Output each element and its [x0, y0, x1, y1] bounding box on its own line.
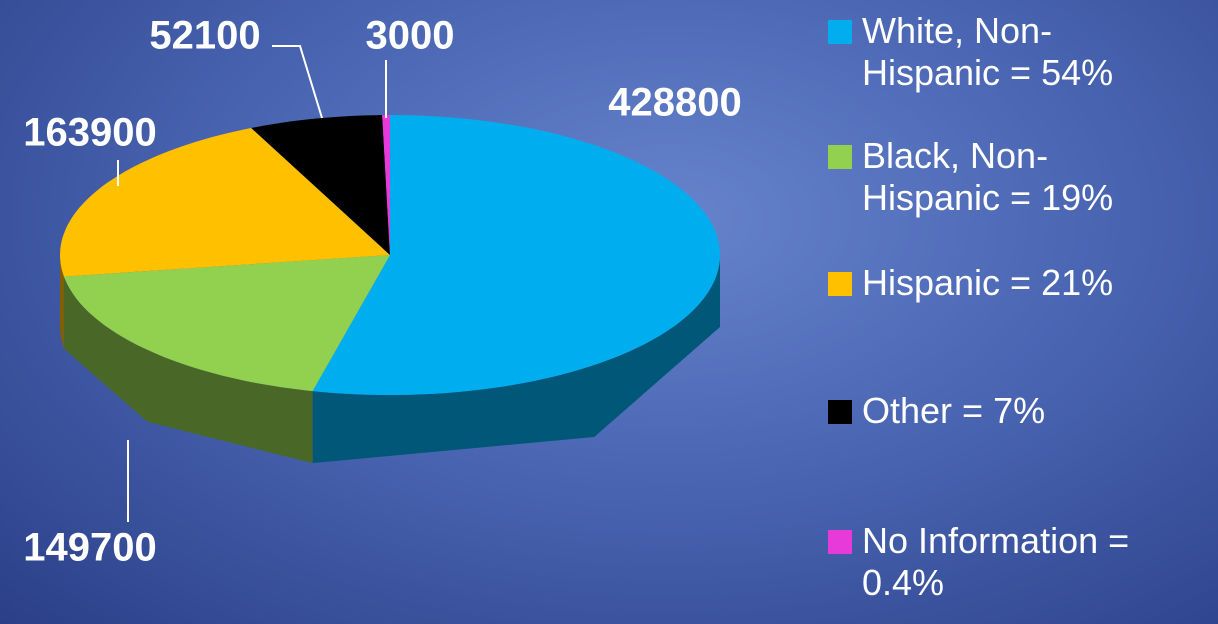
legend-label: White, Non-Hispanic = 54% — [862, 10, 1114, 93]
leader-line — [272, 45, 323, 119]
legend-item: No Information = 0.4% — [828, 520, 1218, 604]
pie-side — [60, 255, 64, 349]
data-label: 52100 — [149, 14, 260, 58]
legend-swatch — [828, 272, 852, 296]
legend-swatch — [828, 530, 852, 554]
legend-item: Hispanic = 21% — [828, 262, 1218, 304]
legend-item: Other = 7% — [828, 390, 1218, 432]
pie-slice — [382, 115, 390, 255]
legend-item: Black, Non-Hispanic = 19% — [828, 135, 1218, 219]
pie-slice — [60, 128, 390, 277]
legend-item: White, Non-Hispanic = 54% — [828, 10, 1218, 94]
pie-side — [63, 276, 313, 464]
data-label: 163900 — [23, 111, 156, 155]
data-label: 3000 — [366, 14, 455, 58]
legend-label: No Information = 0.4% — [862, 520, 1130, 603]
legend-label: Hispanic = 21% — [862, 262, 1114, 303]
pie-slice — [312, 115, 720, 395]
legend-swatch — [828, 20, 852, 44]
pie-slice — [63, 255, 391, 392]
pie-chart: 428800 149700 163900 52100 3000 — [23, 14, 741, 570]
legend-label: Black, Non-Hispanic = 19% — [862, 135, 1114, 218]
data-label: 428800 — [608, 81, 741, 125]
legend-swatch — [828, 400, 852, 424]
data-label: 149700 — [23, 526, 156, 570]
pie-side — [312, 255, 720, 464]
legend-swatch — [828, 145, 852, 169]
legend-label: Other = 7% — [862, 390, 1046, 431]
pie-slice — [251, 115, 390, 255]
